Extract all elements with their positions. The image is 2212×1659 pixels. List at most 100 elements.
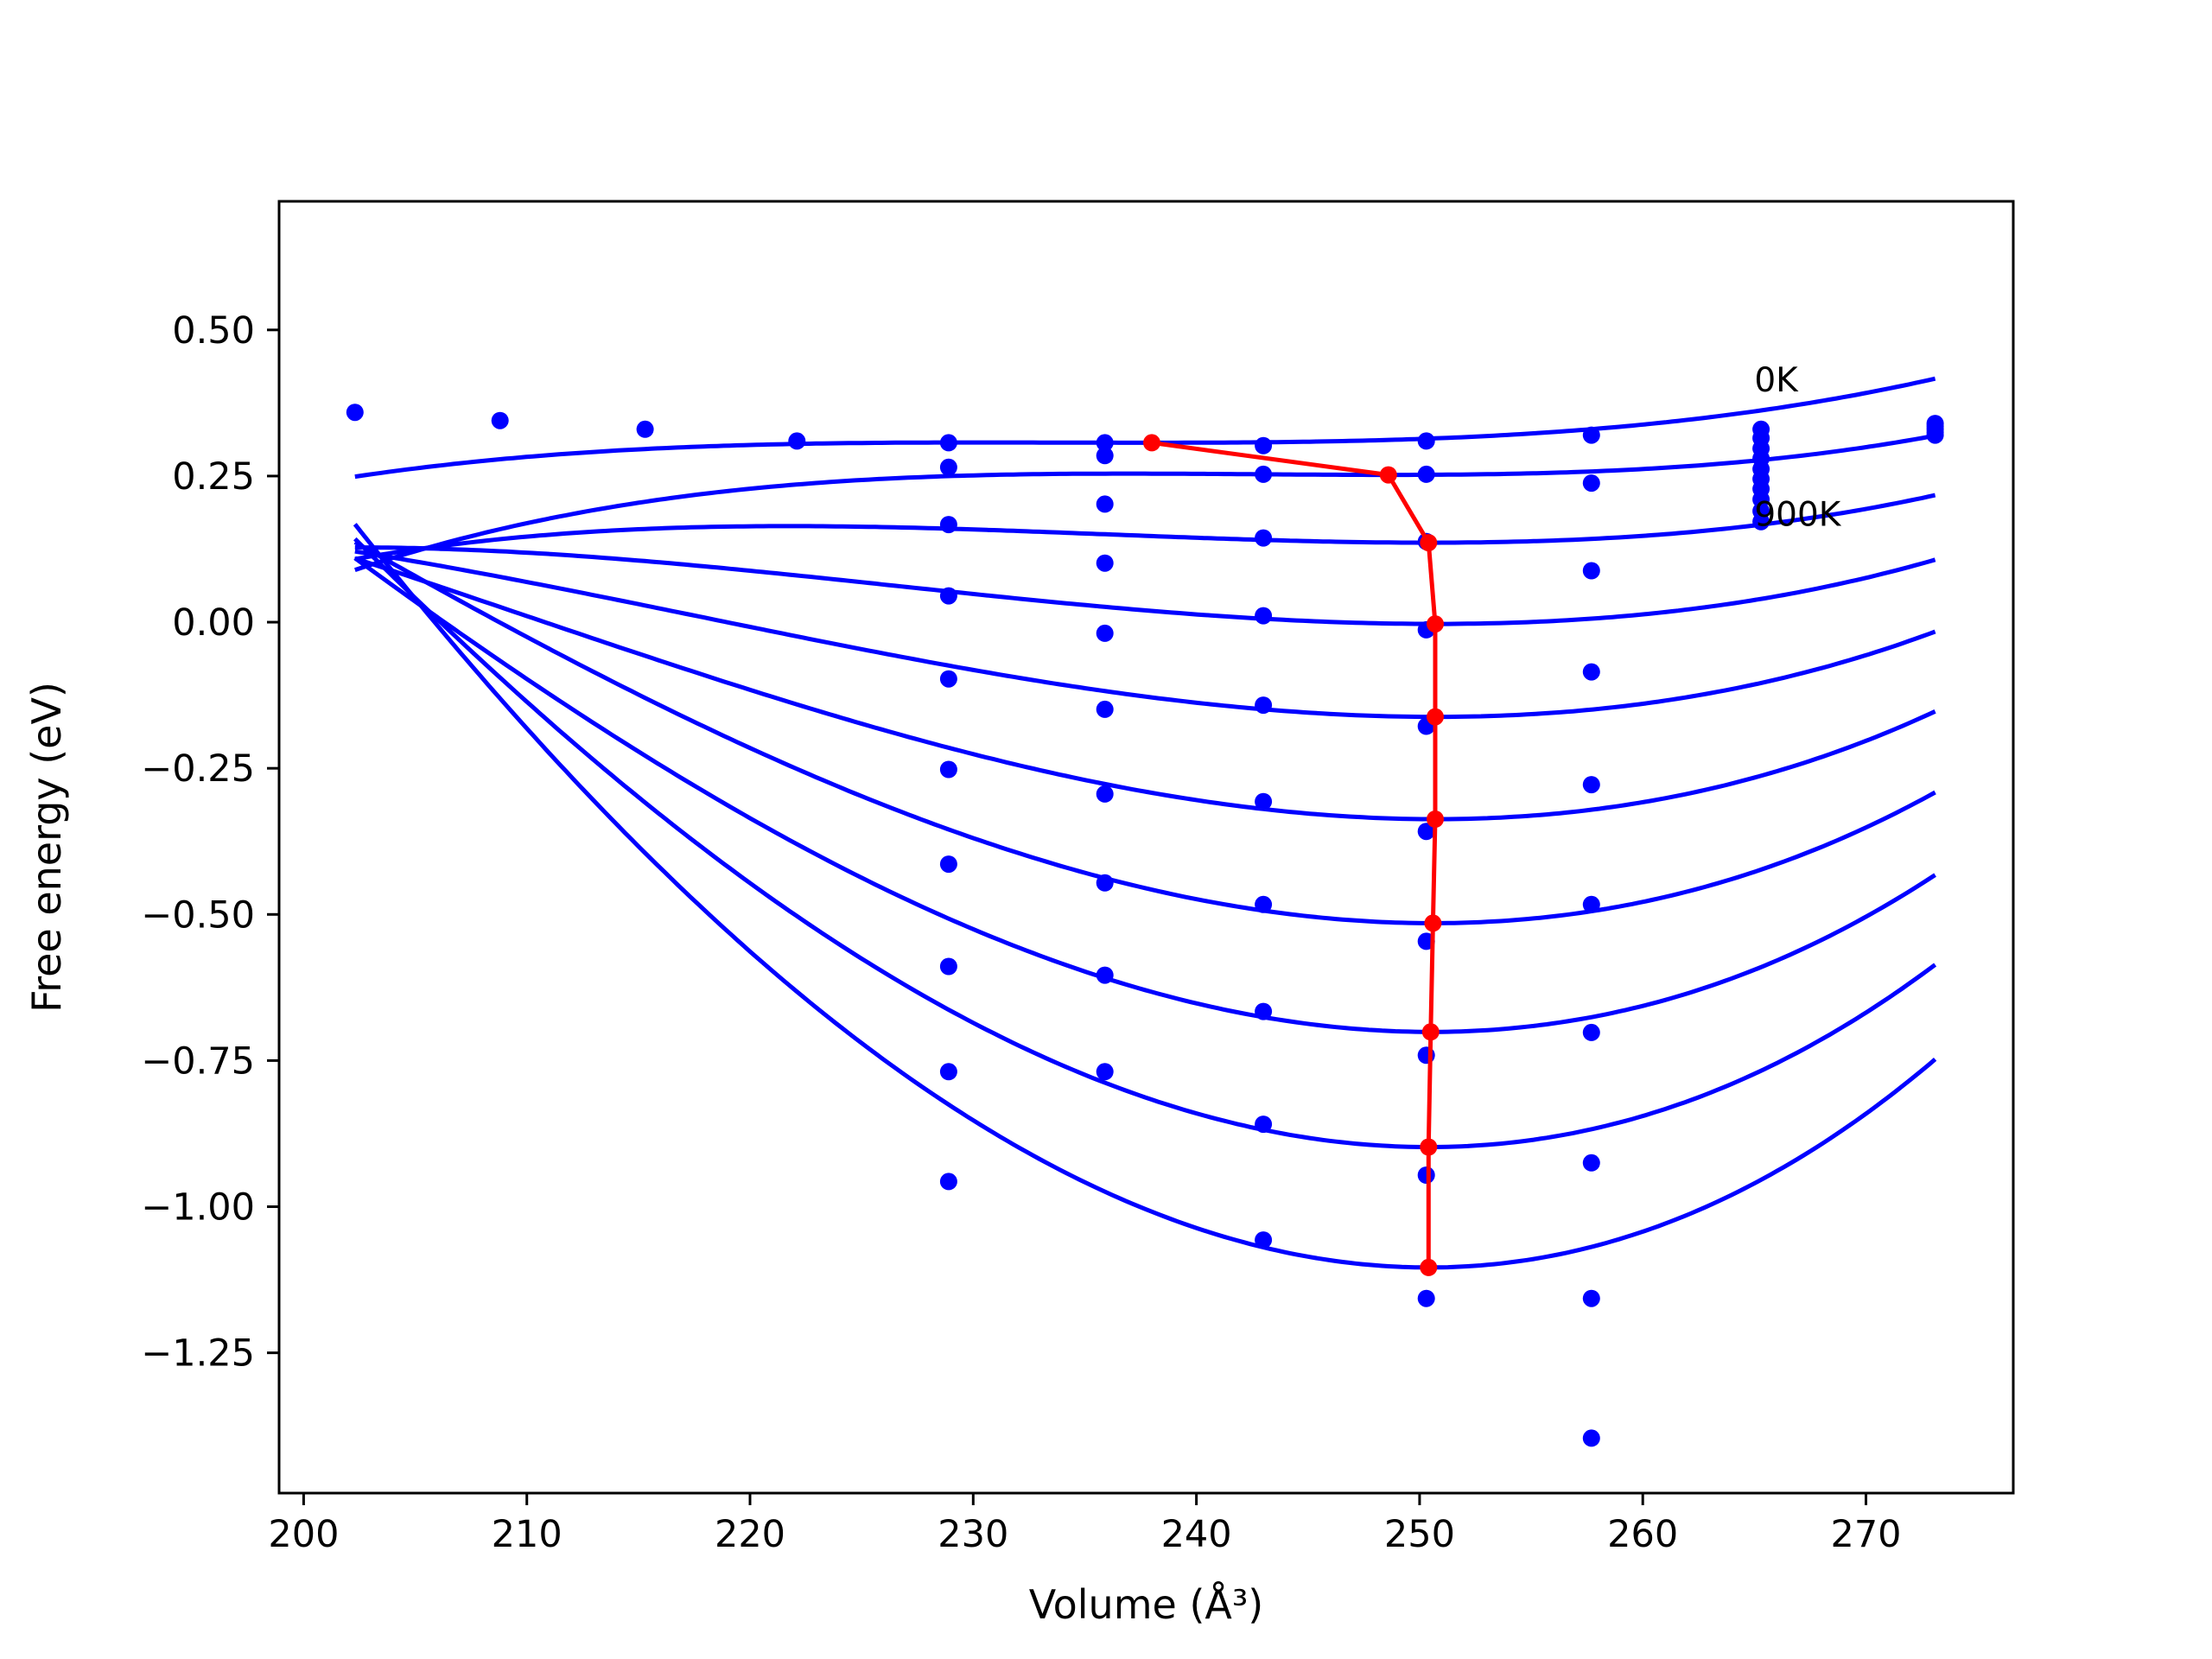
data-point xyxy=(939,855,957,874)
data-point xyxy=(1096,1063,1114,1081)
x-tick-label: 260 xyxy=(1607,1513,1678,1556)
minimum-point xyxy=(1420,534,1438,552)
data-point xyxy=(1096,434,1114,452)
fit-curve-9 xyxy=(353,523,1937,1270)
minimum-point xyxy=(1427,615,1444,633)
x-tick-label: 270 xyxy=(1830,1513,1901,1556)
data-point xyxy=(1096,447,1114,465)
data-point xyxy=(1582,776,1600,794)
data-point xyxy=(1255,607,1273,625)
x-axis-ticks: 200 210 220 230 240 250 260 270 xyxy=(268,1493,1902,1556)
curve-annotation: 900K xyxy=(1754,495,1841,534)
data-point xyxy=(1417,1166,1435,1184)
y-tick-label: −1.25 xyxy=(141,1332,255,1376)
data-point xyxy=(939,670,957,688)
data-point xyxy=(1255,696,1273,715)
minimum-point xyxy=(1420,1258,1438,1276)
y-tick-label: 0.00 xyxy=(172,601,255,645)
x-tick-label: 250 xyxy=(1384,1513,1455,1556)
plot-frame xyxy=(277,200,2015,1495)
y-tick-label: 0.50 xyxy=(172,309,255,353)
data-point xyxy=(1096,495,1114,513)
y-tick-label: −0.25 xyxy=(141,747,255,791)
y-axis-ticks: 0.50 0.25 0.00 −0.25 −0.50 −0.75 −1.00 −1.25 xyxy=(141,309,279,1376)
fit-curves xyxy=(353,376,1937,1270)
fit-curve-6 xyxy=(353,540,1936,925)
data-point xyxy=(939,957,957,976)
data-point xyxy=(1582,426,1600,444)
minimum-path-line xyxy=(1151,440,1438,1268)
minimum-point xyxy=(1420,1138,1438,1156)
data-point xyxy=(1255,465,1273,483)
minimum-point xyxy=(1421,1023,1440,1041)
y-axis-label: Free energy (eV) xyxy=(23,682,70,1013)
minimum-point xyxy=(1424,914,1442,932)
data-point xyxy=(939,458,957,476)
data-point xyxy=(1255,1231,1273,1249)
data-point xyxy=(1582,663,1600,681)
data-point xyxy=(1096,700,1114,718)
y-tick-label: 0.25 xyxy=(172,455,255,499)
data-point xyxy=(939,587,957,605)
x-tick-label: 210 xyxy=(492,1513,563,1556)
minimum-path xyxy=(1143,434,1444,1276)
data-point xyxy=(939,1063,957,1081)
data-point xyxy=(1255,1002,1273,1020)
minimum-point xyxy=(1427,810,1444,828)
x-tick-label: 200 xyxy=(268,1513,339,1556)
data-point xyxy=(346,404,364,422)
data-point xyxy=(1096,785,1114,803)
data-point xyxy=(788,432,806,450)
data-point xyxy=(1582,1023,1600,1041)
minimum-point xyxy=(1427,708,1444,726)
data-point xyxy=(1417,432,1435,450)
x-tick-label: 230 xyxy=(938,1513,1008,1556)
fit-curve-5 xyxy=(353,556,1936,822)
y-tick-label: −1.00 xyxy=(141,1186,255,1230)
data-point xyxy=(939,434,957,452)
x-tick-label: 220 xyxy=(715,1513,785,1556)
fit-curve-3 xyxy=(354,545,1936,626)
minimum-point xyxy=(1379,466,1397,484)
data-point xyxy=(939,516,957,534)
data-point xyxy=(1752,512,1770,531)
data-point xyxy=(1582,562,1600,580)
data-point xyxy=(1255,529,1273,547)
y-tick-label: −0.50 xyxy=(141,893,255,937)
fit-curve-7 xyxy=(353,556,1936,1034)
annotations: 0K 900K xyxy=(1754,361,1841,535)
data-point xyxy=(1417,1289,1435,1307)
data-point xyxy=(1096,874,1114,892)
data-point xyxy=(1926,426,1944,444)
data-point xyxy=(1582,1289,1600,1307)
data-point xyxy=(1417,465,1435,483)
data-point xyxy=(1096,966,1114,984)
data-point xyxy=(1255,895,1273,913)
minimum-point xyxy=(1143,434,1160,452)
data-point xyxy=(1582,895,1600,913)
y-tick-label: −0.75 xyxy=(141,1039,255,1083)
data-point xyxy=(491,411,509,429)
data-points xyxy=(346,404,1944,1447)
data-point xyxy=(1096,624,1114,642)
data-point xyxy=(1255,792,1273,810)
data-point xyxy=(1582,474,1600,493)
data-point xyxy=(1417,823,1435,841)
curve-annotation: 0K xyxy=(1754,361,1799,400)
data-point xyxy=(1582,1154,1600,1172)
data-point xyxy=(1582,1429,1600,1447)
data-point xyxy=(1255,436,1273,454)
fit-curve-1 xyxy=(354,433,1936,572)
fit-curve-2 xyxy=(354,493,1936,562)
fit-curve-8 xyxy=(353,537,1937,1149)
data-point xyxy=(939,1173,957,1191)
data-point xyxy=(1096,554,1114,572)
x-axis-label: Volume (Å³) xyxy=(1029,1581,1264,1628)
x-tick-label: 240 xyxy=(1161,1513,1232,1556)
data-point xyxy=(939,760,957,779)
fit-curve-4 xyxy=(354,549,1936,720)
data-point xyxy=(636,420,654,438)
data-point xyxy=(1255,1116,1273,1134)
